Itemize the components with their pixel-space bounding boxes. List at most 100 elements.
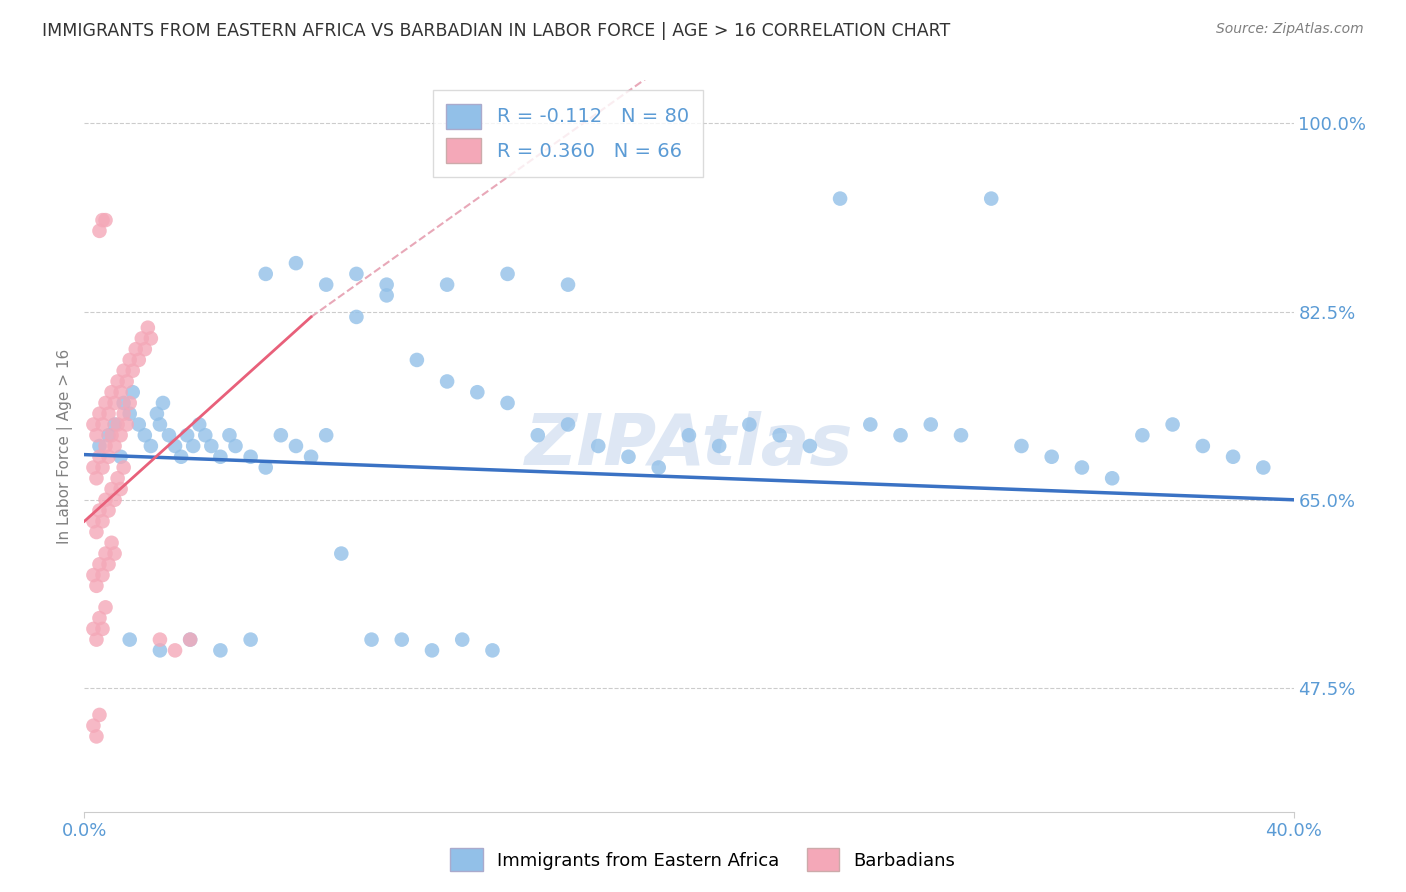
Point [89,407,111,421]
Point [89,224,111,238]
Point [330,547,353,561]
Point [89,450,111,464]
Point [375,277,398,292]
Point [121,385,143,400]
Point [299,450,322,464]
Point [91,460,114,475]
Point [104,547,127,561]
Point [82,417,104,432]
Point [139,439,162,453]
Point [980,192,1002,206]
Point [86,579,108,593]
Point [86,524,108,539]
Point [94,600,117,615]
Point [315,277,337,292]
Legend: Immigrants from Eastern Africa, Barbadians: Immigrants from Eastern Africa, Barbadia… [443,841,963,879]
Point [1040,450,1063,464]
Point [890,428,912,442]
Point [100,385,122,400]
Point [375,288,398,302]
Point [115,375,138,389]
Point [91,622,114,636]
Point [86,730,108,744]
Point [496,267,519,281]
Point [89,503,111,517]
Point [176,428,198,442]
Point [165,643,187,657]
Point [1101,471,1123,485]
Point [1161,417,1184,432]
Point [179,632,201,647]
Point [104,417,127,432]
Point [107,375,129,389]
Point [125,342,148,356]
Point [239,450,262,464]
Point [678,428,700,442]
Point [97,503,120,517]
Point [91,514,114,528]
Point [94,439,117,453]
Point [146,407,169,421]
Point [100,536,122,550]
Point [94,547,117,561]
Point [225,439,247,453]
Point [406,353,429,368]
Point [149,417,172,432]
Point [830,192,852,206]
Point [112,407,135,421]
Point [1130,428,1153,442]
Point [97,450,120,464]
Point [527,428,550,442]
Point [118,353,141,368]
Point [97,558,120,572]
Point [617,450,640,464]
Point [110,385,132,400]
Point [100,428,122,442]
Point [557,277,579,292]
Point [86,428,108,442]
Point [89,707,111,722]
Point [89,439,111,453]
Point [179,632,201,647]
Text: IMMIGRANTS FROM EASTERN AFRICA VS BARBADIAN IN LABOR FORCE | AGE > 16 CORRELATIO: IMMIGRANTS FROM EASTERN AFRICA VS BARBAD… [42,22,950,40]
Point [209,643,232,657]
Point [194,428,217,442]
Point [254,460,277,475]
Point [239,632,262,647]
Point [738,417,761,432]
Point [118,396,141,410]
Point [97,428,120,442]
Point [391,632,413,647]
Point [188,417,211,432]
Point [110,482,132,496]
Point [82,460,104,475]
Point [157,428,180,442]
Point [799,439,821,453]
Point [134,342,156,356]
Point [86,471,108,485]
Point [91,568,114,582]
Point [121,364,143,378]
Point [709,439,731,453]
Point [270,428,292,442]
Point [149,632,172,647]
Point [254,267,277,281]
Point [118,407,141,421]
Point [346,267,368,281]
Point [181,439,204,453]
Point [436,277,458,292]
Point [200,439,222,453]
Point [104,396,127,410]
Point [94,396,117,410]
Point [82,719,104,733]
Point [165,439,187,453]
Point [920,417,942,432]
Point [481,643,503,657]
Point [107,471,129,485]
Point [82,568,104,582]
Point [588,439,610,453]
Point [134,428,156,442]
Point [107,417,129,432]
Point [360,632,382,647]
Point [136,320,159,334]
